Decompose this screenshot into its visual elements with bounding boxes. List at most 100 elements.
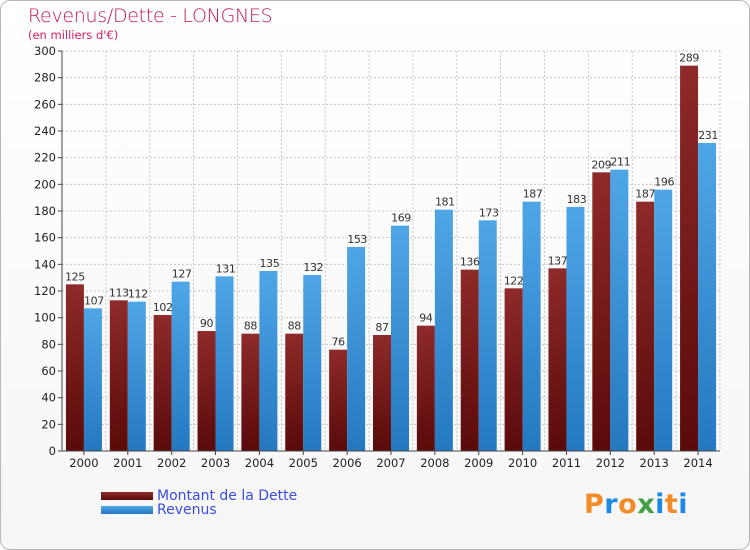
data-label-dette: 209 — [591, 158, 611, 171]
logo-letter: i — [678, 489, 689, 520]
data-label-dette: 102 — [153, 301, 173, 314]
bar-dette — [241, 333, 260, 451]
y-tick-label: 100 — [34, 311, 56, 325]
x-tick-label: 2001 — [113, 456, 142, 470]
y-tick-label: 140 — [34, 257, 56, 271]
bar-dette — [592, 172, 611, 452]
bar-dette — [329, 349, 348, 451]
data-label-dette: 87 — [375, 321, 389, 334]
data-label-revenus: 107 — [84, 294, 104, 307]
bar-revenus — [391, 225, 409, 451]
data-label-dette: 137 — [548, 254, 568, 267]
bar-dette — [636, 201, 655, 451]
bar-revenus — [347, 247, 366, 451]
data-label-revenus: 231 — [698, 129, 718, 142]
y-tick-label: 160 — [34, 231, 56, 245]
data-label-revenus: 187 — [523, 188, 543, 201]
y-tick-label: 220 — [34, 151, 56, 165]
y-tick-label: 260 — [34, 97, 56, 111]
bar-dette — [373, 335, 391, 451]
data-label-revenus: 196 — [654, 176, 674, 189]
data-label-dette: 125 — [65, 270, 85, 283]
legend-swatch-revenus — [101, 506, 153, 514]
bar-revenus — [215, 276, 234, 451]
bar-dette — [548, 268, 567, 451]
y-tick-label: 300 — [34, 44, 56, 58]
data-label-revenus: 132 — [303, 261, 323, 274]
x-tick-label: 2007 — [376, 456, 405, 470]
x-tick-label: 2004 — [245, 456, 274, 470]
x-tick-label: 2010 — [508, 456, 537, 470]
bar-dette — [504, 288, 523, 451]
bar-revenus — [654, 189, 673, 451]
data-labels: 125 107 113 112 102 127 90 131 88 135 88 132 76 153 87… — [65, 52, 718, 349]
bar-dette — [680, 65, 699, 452]
data-label-dette: 88 — [288, 320, 302, 333]
bar-revenus — [522, 201, 541, 451]
legend-swatch-dette — [101, 492, 153, 500]
data-label-revenus: 127 — [172, 268, 192, 281]
y-tick-label: 240 — [34, 124, 56, 138]
y-tick-label: 200 — [34, 177, 56, 191]
data-label-dette: 94 — [419, 312, 433, 325]
x-tick-label: 2009 — [464, 456, 493, 470]
data-label-dette: 122 — [504, 274, 524, 287]
x-tick-label: 2005 — [289, 456, 318, 470]
data-label-revenus: 131 — [216, 262, 236, 275]
chart-subtitle: (en milliers d'€) — [28, 28, 119, 42]
logo-letter: o — [618, 489, 638, 520]
logo-letter: x — [637, 489, 656, 520]
bar-dette — [65, 284, 84, 451]
bar-revenus — [171, 281, 190, 451]
bar-dette — [285, 333, 304, 451]
bar-dette — [416, 325, 435, 451]
logo-letter: r — [604, 489, 619, 520]
y-tick-label: 120 — [34, 284, 56, 298]
y-tick-label: 0 — [49, 444, 56, 458]
y-tick-label: 40 — [41, 391, 56, 405]
data-label-dette: 76 — [332, 336, 346, 349]
bar-revenus — [434, 209, 453, 451]
chart-title: Revenus/Dette - LONGNES — [28, 5, 273, 27]
bar-revenus — [303, 275, 322, 451]
logo-letter: i — [655, 489, 665, 520]
x-tick-label: 2011 — [552, 456, 581, 470]
bar-dette — [109, 300, 128, 451]
data-label-dette: 136 — [460, 256, 480, 269]
bar-revenus — [259, 271, 278, 451]
x-tick-label: 2012 — [596, 456, 625, 470]
x-tick-label: 2014 — [683, 456, 712, 470]
legend-item-revenus: Revenus — [101, 502, 217, 518]
bar-dette — [460, 269, 479, 451]
y-tick-label: 60 — [41, 364, 56, 378]
data-label-revenus: 183 — [567, 193, 587, 206]
y-tick-label: 280 — [34, 71, 56, 85]
bar-revenus — [566, 207, 585, 451]
y-tick-label: 80 — [41, 337, 56, 351]
data-label-dette: 289 — [679, 52, 699, 65]
x-tick-label: 2003 — [201, 456, 230, 470]
x-tick-label: 2013 — [640, 456, 669, 470]
data-label-revenus: 135 — [260, 257, 280, 270]
x-tick-label: 2008 — [420, 456, 449, 470]
legend-label-revenus: Revenus — [157, 502, 217, 518]
x-tick-label: 2006 — [332, 456, 361, 470]
bar-revenus — [83, 308, 102, 451]
data-label-dette: 113 — [109, 286, 129, 299]
legend-item-dette: Montant de la Dette — [101, 488, 297, 504]
data-label-dette: 88 — [244, 320, 258, 333]
x-tick-label: 2002 — [157, 456, 186, 470]
data-label-revenus: 211 — [610, 156, 630, 169]
data-label-dette: 90 — [200, 317, 214, 330]
proxiti-logo: Proxiti — [584, 489, 688, 520]
bars — [65, 65, 717, 452]
data-label-revenus: 112 — [128, 288, 148, 301]
bar-revenus — [610, 169, 629, 451]
data-label-revenus: 173 — [479, 206, 499, 219]
axes: 0 20 40 60 80 100 120 140 160 180 200 220 240 260 280 3… — [34, 44, 720, 470]
y-tick-label: 20 — [41, 417, 56, 431]
data-label-revenus: 169 — [391, 212, 411, 225]
data-label-revenus: 181 — [435, 196, 455, 209]
